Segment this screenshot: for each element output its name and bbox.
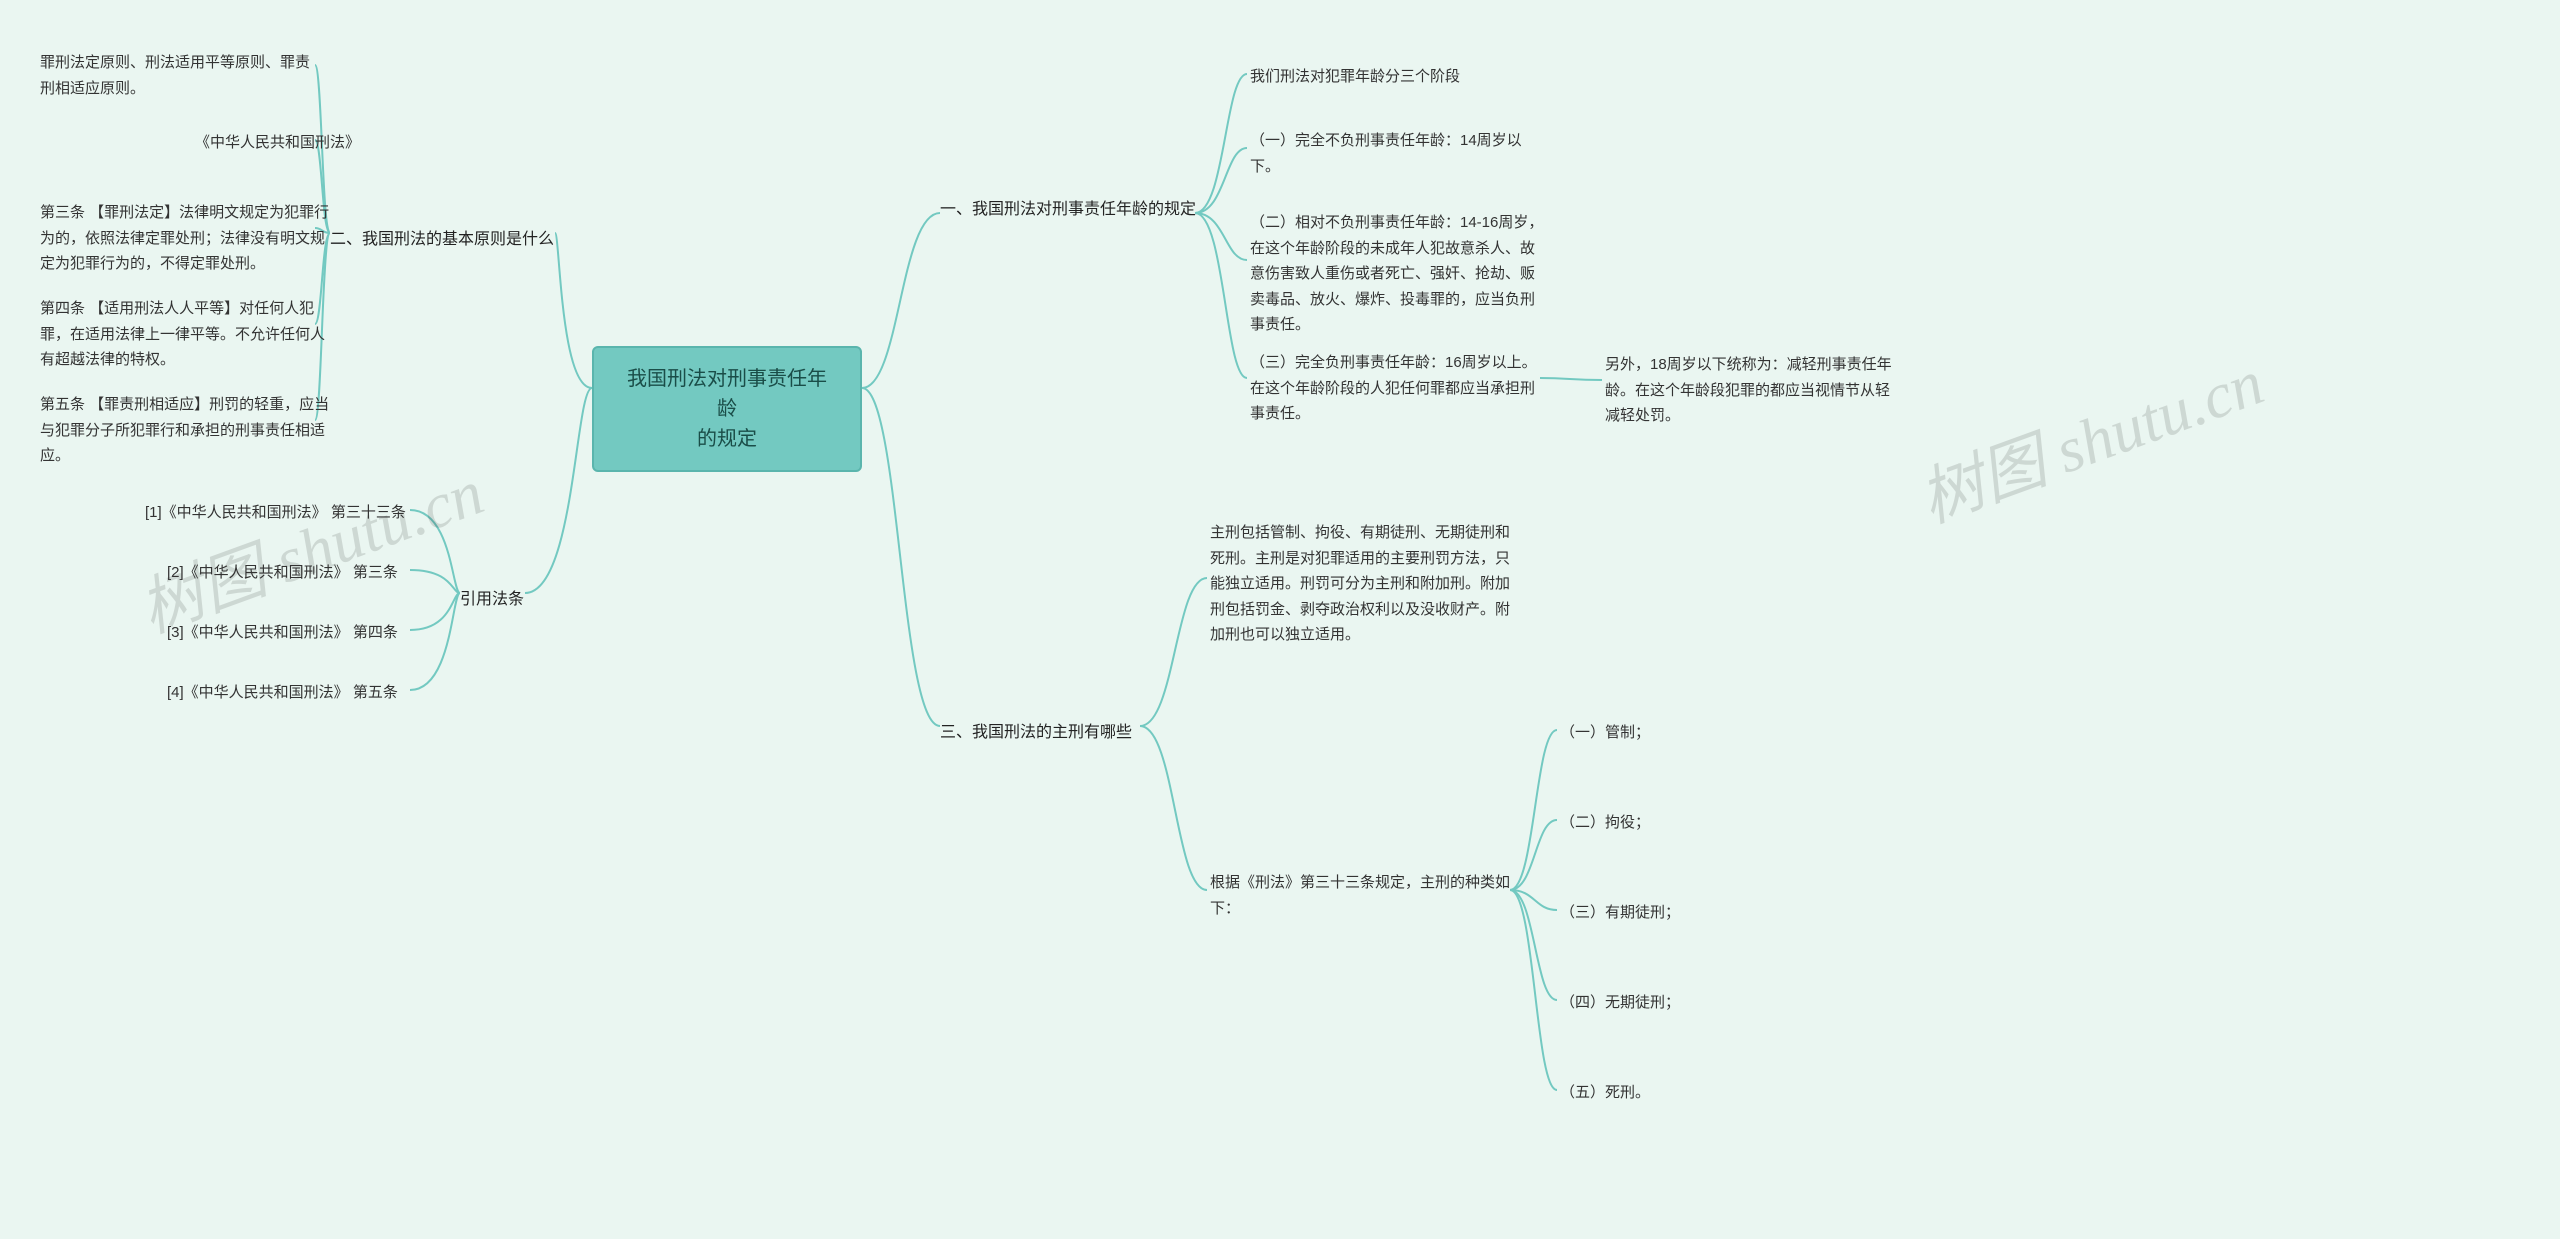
node-l1e: 第五条 【罪责刑相适应】刑罚的轻重，应当与犯罪分子所犯罪行和承担的刑事责任相适应… bbox=[40, 392, 330, 469]
node-r2b5: （五）死刑。 bbox=[1560, 1080, 1650, 1106]
node-l1d: 第四条 【适用刑法人人平等】对任何人犯罪，在适用法律上一律平等。不允许任何人有超… bbox=[40, 296, 330, 373]
branch-r2: 三、我国刑法的主刑有哪些 bbox=[940, 718, 1132, 742]
node-r2b: 根据《刑法》第三十三条规定，主刑的种类如下： bbox=[1210, 870, 1510, 921]
node-r2b2: （二）拘役； bbox=[1560, 810, 1650, 836]
node-r1a: 我们刑法对犯罪年龄分三个阶段 bbox=[1250, 64, 1490, 90]
node-l2c: [3]《中华人民共和国刑法》 第四条 bbox=[167, 620, 398, 646]
node-r2a: 主刑包括管制、拘役、有期徒刑、无期徒刑和死刑。主刑是对犯罪适用的主要刑罚方法，只… bbox=[1210, 520, 1510, 648]
root-text: 我国刑法对刑事责任年龄的规定 bbox=[627, 368, 827, 450]
node-r2b1: （一）管制； bbox=[1560, 720, 1650, 746]
node-l1a: 罪刑法定原则、刑法适用平等原则、罪责刑相适应原则。 bbox=[40, 50, 320, 101]
node-r1d: （三）完全负刑事责任年龄：16周岁以上。在这个年龄阶段的人犯任何罪都应当承担刑事… bbox=[1250, 350, 1540, 427]
node-l1c: 第三条 【罪刑法定】法律明文规定为犯罪行为的，依照法律定罪处刑；法律没有明文规定… bbox=[40, 200, 330, 277]
branch-r1: 一、我国刑法对刑事责任年龄的规定 bbox=[940, 195, 1200, 219]
watermark: 树图 shutu.cn bbox=[1905, 331, 2274, 540]
node-r2b4: （四）无期徒刑； bbox=[1560, 990, 1680, 1016]
node-l2d: [4]《中华人民共和国刑法》 第五条 bbox=[167, 680, 398, 706]
node-l1b: 《中华人民共和国刑法》 bbox=[195, 130, 375, 156]
node-r2b3: （三）有期徒刑； bbox=[1560, 900, 1680, 926]
node-r1c: （二）相对不负刑事责任年龄：14-16周岁，在这个年龄阶段的未成年人犯故意杀人、… bbox=[1250, 210, 1545, 338]
branch-l1: 二、我国刑法的基本原则是什么 bbox=[330, 225, 554, 249]
node-l2a: [1]《中华人民共和国刑法》 第三十三条 bbox=[145, 500, 406, 526]
node-l2b: [2]《中华人民共和国刑法》 第三条 bbox=[167, 560, 398, 586]
branch-l2: 引用法条 bbox=[460, 585, 524, 609]
node-r1d1: 另外，18周岁以下统称为：减轻刑事责任年龄。在这个年龄段犯罪的都应当视情节从轻减… bbox=[1605, 352, 1895, 429]
root-node: 我国刑法对刑事责任年龄的规定 bbox=[592, 346, 862, 472]
node-r1b: （一）完全不负刑事责任年龄：14周岁以下。 bbox=[1250, 128, 1530, 179]
